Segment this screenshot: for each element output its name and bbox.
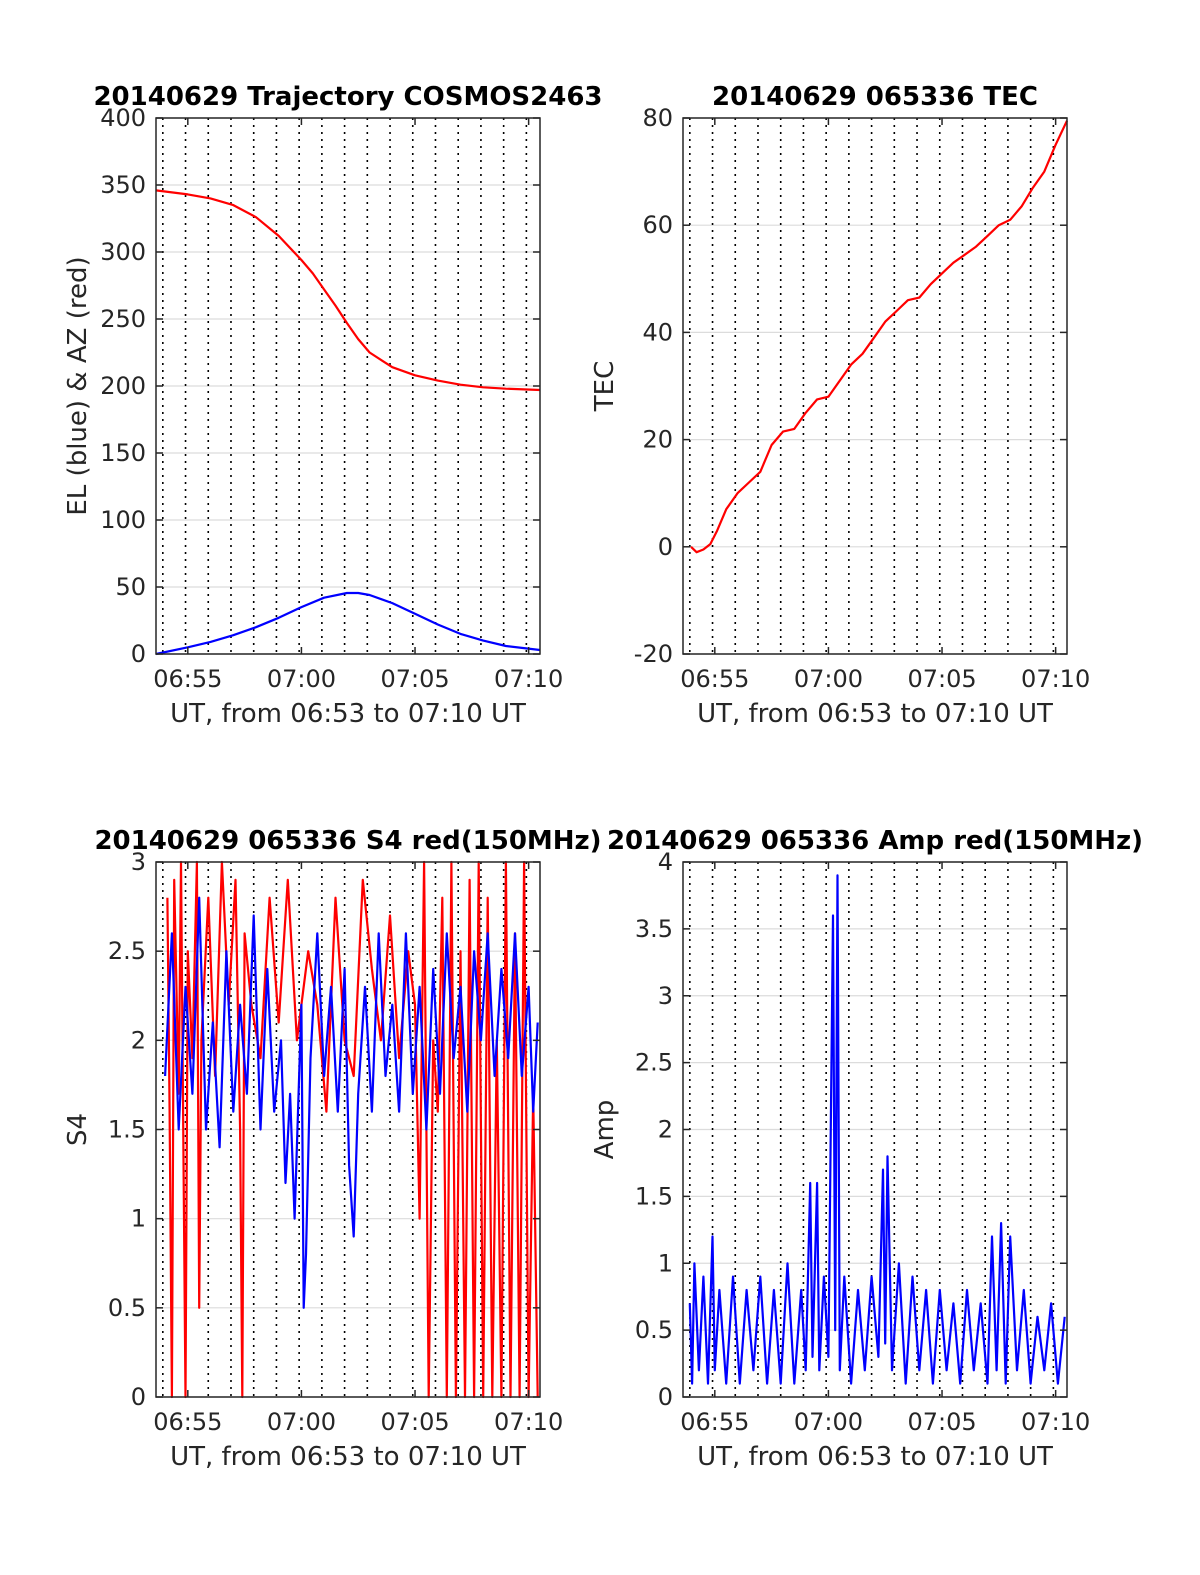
x-tick-label: 07:10: [1021, 1408, 1090, 1436]
plot-area: [683, 118, 1067, 654]
x-tick-label: 07:00: [794, 665, 863, 693]
y-tick-label: 2.5: [108, 937, 146, 965]
x-tick-label: 06:55: [680, 1408, 749, 1436]
y-tick-label: 50: [115, 573, 146, 601]
series-line-0: [690, 120, 1068, 554]
y-tick-label: 250: [100, 305, 146, 333]
chart-trajectory: 06:55 07:00 07:05 07:10 0 50 100 150 200 250 300 35…: [63, 82, 603, 729]
x-tick-label: 07:00: [267, 1408, 336, 1436]
x-axis-label: UT, from 06:53 to 07:10 UT: [697, 1442, 1053, 1472]
y-tick-label: 150: [100, 439, 146, 467]
y-tick-label: 300: [100, 238, 146, 266]
chart-tec: 06:55 07:00 07:05 07:10 -20 0 20 40 60 80 20140629…: [590, 82, 1090, 729]
x-tick-label: 07:05: [907, 665, 976, 693]
x-tick-label: 07:10: [494, 665, 563, 693]
y-tick-label: 0: [131, 640, 146, 668]
y-tick-label: 1.5: [108, 1116, 146, 1144]
chart-title: 20140629 065336 Amp red(150MHz): [607, 826, 1143, 856]
x-tick-label: 07:00: [267, 665, 336, 693]
series-line-0: [688, 874, 1066, 1385]
axes-box: [682, 117, 1068, 655]
x-tick-label: 07:05: [380, 665, 449, 693]
y-tick-label: 1.5: [635, 1182, 673, 1210]
y-tick-label: 0: [658, 1383, 673, 1411]
y-tick-label: 400: [100, 104, 146, 132]
y-tick-label: 1: [131, 1205, 146, 1233]
y-tick-label: 0.5: [635, 1316, 673, 1344]
y-tick-label: 4: [658, 848, 673, 876]
y-tick-label: 200: [100, 372, 146, 400]
y-tick-label: 0: [658, 533, 673, 561]
y-tick-label: 100: [100, 506, 146, 534]
chart-s4: 06:55 07:00 07:05 07:10 0 0.5 1 1.5 2 2.5 32014062…: [63, 826, 602, 1472]
x-tick-label: 07:05: [380, 1408, 449, 1436]
y-tick-label: 2: [658, 1116, 673, 1144]
x-tick-label: 06:55: [153, 1408, 222, 1436]
y-axis-label: S4: [63, 1113, 93, 1146]
series-line-0: [155, 189, 541, 392]
y-tick-label: 3.5: [635, 915, 673, 943]
y-tick-label: 20: [642, 426, 673, 454]
y-tick-label: 40: [642, 318, 673, 346]
x-tick-label: 07:05: [907, 1408, 976, 1436]
chart-title: 20140629 065336 TEC: [712, 82, 1038, 112]
y-tick-label: 0.5: [108, 1294, 146, 1322]
y-tick-label: 3: [131, 848, 146, 876]
y-tick-label: 0: [131, 1383, 146, 1411]
series-line-0: [166, 860, 539, 1399]
x-axis-label: UT, from 06:53 to 07:10 UT: [697, 699, 1053, 729]
y-tick-label: 350: [100, 171, 146, 199]
x-tick-label: 07:00: [794, 1408, 863, 1436]
chart-title: 20140629 065336 S4 red(150MHz): [94, 826, 601, 856]
y-axis-label: Amp: [590, 1100, 620, 1160]
x-tick-label: 06:55: [680, 665, 749, 693]
series-line-1: [164, 896, 539, 1309]
y-tick-label: 2.5: [635, 1049, 673, 1077]
y-tick-label: 60: [642, 211, 673, 239]
chart-amp: 06:55 07:00 07:05 07:10 0 0.5 1 1.5 2 2.5 3 3.5 4201…: [590, 826, 1143, 1472]
chart-title: 20140629 Trajectory COSMOS2463: [93, 82, 602, 112]
y-tick-label: 3: [658, 982, 673, 1010]
y-tick-label: 2: [131, 1026, 146, 1054]
y-tick-label: 1: [658, 1249, 673, 1277]
x-tick-label: 07:10: [1021, 665, 1090, 693]
y-tick-label: 80: [642, 104, 673, 132]
x-axis-label: UT, from 06:53 to 07:10 UT: [170, 699, 526, 729]
x-axis-label: UT, from 06:53 to 07:10 UT: [170, 1442, 526, 1472]
x-tick-label: 07:10: [494, 1408, 563, 1436]
y-tick-label: -20: [634, 640, 673, 668]
y-axis-label: TEC: [590, 361, 620, 412]
x-tick-label: 06:55: [153, 665, 222, 693]
series-line-1: [155, 591, 541, 656]
y-axis-label: EL (blue) & AZ (red): [63, 256, 93, 515]
